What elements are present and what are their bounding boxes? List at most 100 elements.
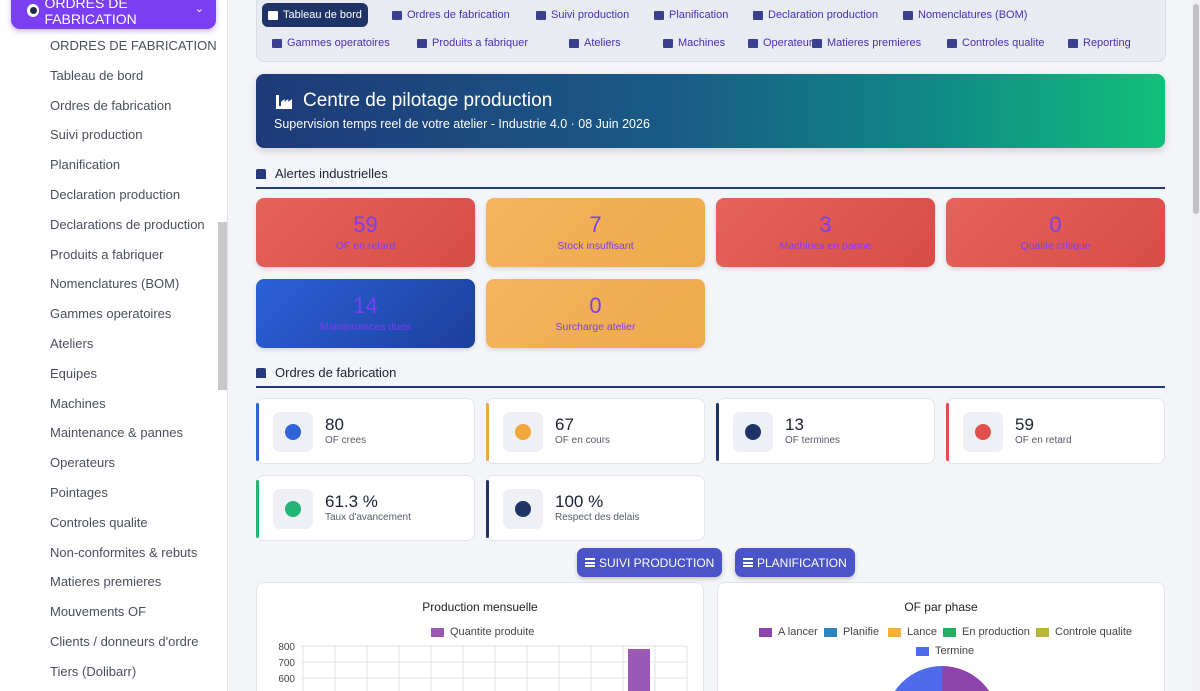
sidebar-item[interactable]: Ordres de fabrication (50, 97, 172, 113)
phase-chart-title: OF par phase (904, 600, 978, 614)
of-phase-chart: OF par phase A lancer Planifie Lance En pro… (717, 582, 1165, 691)
nav-icon (748, 38, 758, 48)
nav-icon (753, 10, 763, 20)
sidebar-item[interactable]: Equipes (50, 365, 97, 381)
stat-label: Respect des delais (555, 512, 640, 523)
nav-icon (947, 38, 957, 48)
nav-tab[interactable]: Ateliers (563, 31, 627, 55)
sidebar-item[interactable]: Planification (50, 157, 121, 173)
nav-tab-label: Declaration production (768, 9, 879, 21)
stat-value: 67 (555, 415, 574, 434)
stat-accent-bar (486, 480, 489, 538)
nav-tab[interactable]: Planification (648, 3, 734, 27)
nav-icon (663, 38, 673, 48)
nav-tab[interactable]: Gammes operatoires (266, 31, 396, 55)
legend-swatch (759, 627, 772, 637)
alert-label: Maintenances dues (319, 321, 412, 333)
page-scrollbar[interactable] (1192, 0, 1200, 691)
alerts-section-label: Alertes industrielles (275, 166, 388, 181)
stat-card[interactable]: 80 OF crees (256, 398, 475, 464)
nav-tab[interactable]: Machines (657, 31, 731, 55)
nav-tab[interactable]: Declaration production (747, 3, 884, 27)
pie-slice[interactable] (942, 666, 999, 691)
sidebar-item[interactable]: Clients / donneurs d'ordre (50, 634, 199, 649)
sidebar-item[interactable]: Maintenance & pannes (50, 425, 183, 441)
nav-tab[interactable]: Tableau de bord (262, 3, 368, 27)
nav-icon (272, 38, 282, 48)
alert-label: Surcharge atelier (555, 321, 636, 333)
sidebar-item[interactable]: Tableau de bord (50, 67, 144, 83)
nav-icon (1068, 38, 1078, 48)
stat-card[interactable]: 13 OF termines (716, 398, 935, 464)
hourglass-icon (963, 412, 1003, 452)
module-icon (27, 4, 40, 17)
scrollbar-thumb[interactable] (1193, 4, 1199, 214)
legend-item[interactable]: Termine (916, 645, 974, 657)
nav-icon (268, 10, 278, 20)
stat-value: 80 (325, 415, 344, 434)
sidebar-item[interactable]: Controles qualite (50, 514, 148, 530)
legend-item[interactable]: Lance (888, 626, 937, 638)
pie-slice[interactable] (885, 666, 942, 691)
stat-label: OF en retard (1015, 435, 1072, 446)
sidebar-item[interactable]: Declaration production (50, 187, 181, 202)
stat-value: 61.3 % (325, 492, 378, 511)
planification-button[interactable]: PLANIFICATION (735, 548, 855, 577)
nav-tab[interactable]: Operateurs (742, 31, 824, 55)
alert-card[interactable]: 0 Surcharge atelier (486, 279, 705, 348)
legend-item[interactable]: Planifie (824, 626, 879, 638)
legend-item[interactable]: En production (943, 626, 1030, 638)
sidebar-item[interactable]: Operateurs (50, 455, 116, 471)
sidebar-item[interactable]: Ateliers (50, 336, 94, 351)
stat-card[interactable]: 100 % Respect des delais (486, 475, 705, 541)
module-label: ORDRES DE FABRICATION (44, 0, 137, 27)
sidebar-item[interactable]: Declarations de production (50, 216, 205, 232)
alert-card[interactable]: 3 Machines en panne (716, 198, 935, 267)
legend-swatch (888, 627, 901, 637)
alert-card[interactable]: 0 Qualite critique (946, 198, 1165, 267)
nav-tab[interactable]: Reporting (1062, 31, 1137, 55)
main-content: Tableau de bord Ordres de fabrication Suiv… (228, 0, 1200, 691)
sidebar-item[interactable]: Tiers (Dolibarr) (50, 663, 137, 679)
sidebar-item[interactable]: ORDRES DE FABRICATION (50, 38, 217, 53)
sidebar-item[interactable]: Pointages (50, 485, 108, 500)
calendar-icon (743, 558, 753, 567)
sidebar-item[interactable]: Nomenclatures (BOM) (50, 276, 180, 292)
stat-accent-bar (486, 403, 489, 461)
module-selector-button[interactable]: ORDRES DE FABRICATION ⌄ (11, 0, 216, 29)
stat-card[interactable]: 59 OF en retard (946, 398, 1165, 464)
top-navigation (256, 0, 1166, 62)
stat-card[interactable]: 61.3 % Taux d'avancement (256, 475, 475, 541)
sidebar-item[interactable]: Suivi production (50, 127, 143, 143)
alert-card[interactable]: 14 Maintenances dues (256, 279, 475, 348)
nav-tab[interactable]: Nomenclatures (BOM) (897, 3, 1033, 27)
sidebar-scrollbar[interactable] (218, 222, 227, 390)
nav-tab[interactable]: Matieres premieres (806, 31, 927, 55)
nav-tab-label: Planification (669, 9, 729, 21)
stat-accent-bar (256, 403, 259, 461)
sidebar-item[interactable]: Mouvements OF (50, 604, 147, 620)
alerts-section-title: Alertes industrielles (256, 166, 1165, 189)
alert-card[interactable]: 7 Stock insuffisant (486, 198, 705, 267)
legend-item[interactable]: A lancer (759, 626, 818, 638)
nav-tab[interactable]: Suivi production (530, 3, 635, 27)
nav-icon (536, 10, 546, 20)
nav-tab-label: Machines (678, 37, 726, 49)
sidebar-item[interactable]: Non-conformites & rebuts (50, 544, 198, 560)
sidebar-item[interactable]: Produits a fabriquer (50, 246, 164, 262)
sidebar-item[interactable]: Gammes operatoires (50, 306, 172, 322)
alert-card[interactable]: 59 OF en retard (256, 198, 475, 267)
nav-tab[interactable]: Controles qualite (941, 31, 1051, 55)
alert-value: 0 (589, 293, 602, 318)
sidebar-item[interactable]: Matieres premieres (50, 574, 162, 590)
bar[interactable] (628, 649, 650, 691)
legend-item[interactable]: Quantite produite (431, 626, 534, 638)
nav-tab-label: Matieres premieres (827, 37, 922, 49)
hero-banner: Centre de pilotage production Supervisio… (256, 74, 1165, 148)
nav-tab[interactable]: Ordres de fabrication (386, 3, 516, 27)
stat-card[interactable]: 67 OF en cours (486, 398, 705, 464)
sidebar-item[interactable]: Machines (50, 395, 106, 411)
suivi-production-button[interactable]: SUIVI PRODUCTION (577, 548, 723, 577)
nav-tab[interactable]: Produits a fabriquer (411, 31, 534, 55)
legend-item[interactable]: Controle qualite (1036, 626, 1132, 638)
